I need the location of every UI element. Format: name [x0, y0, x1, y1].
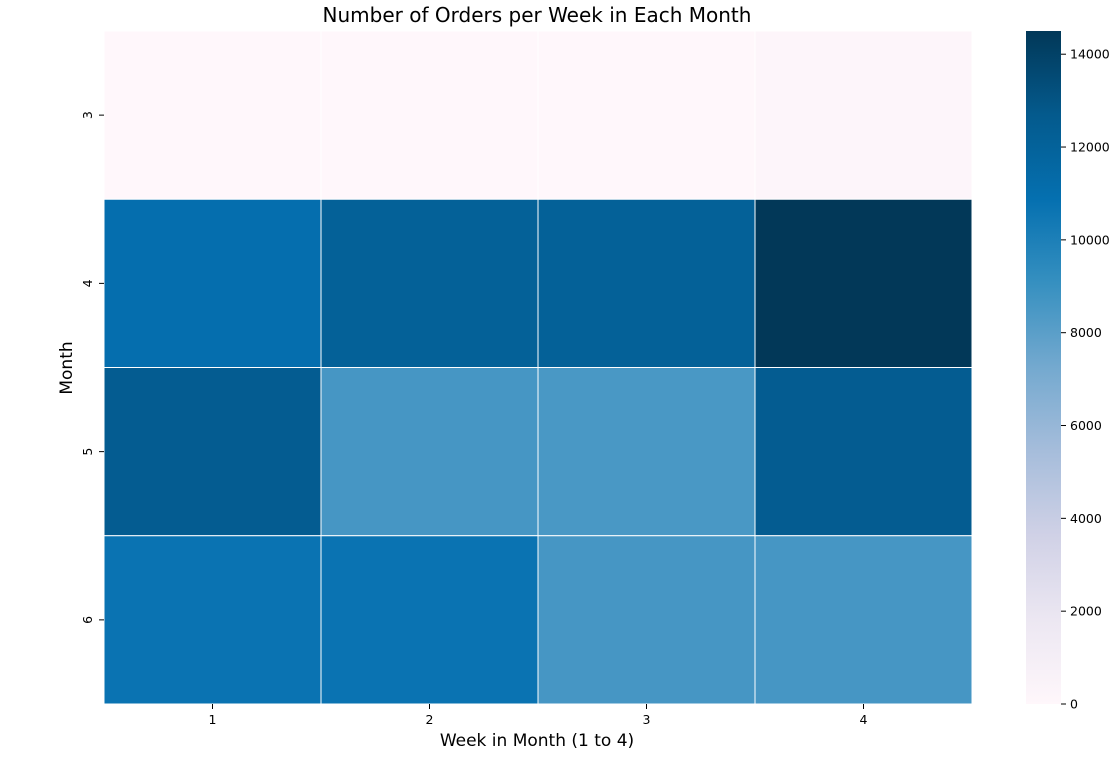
heatmap-cell — [537, 535, 756, 705]
heatmap-cell — [537, 30, 756, 200]
heatmap-cell — [754, 535, 973, 705]
heatmap-cell — [103, 367, 322, 537]
colorbar-tick-label: 4000 — [1070, 511, 1102, 526]
x-axis-label: Week in Month (1 to 4) — [440, 731, 634, 751]
colorbar-tick-label: 0 — [1070, 697, 1078, 712]
heatmap-cell — [103, 30, 322, 200]
colorbar — [1026, 31, 1061, 704]
y-tick-label: 6 — [80, 616, 95, 624]
x-tick-label: 2 — [426, 712, 434, 727]
y-axis-ticks: 3 4 5 6 — [80, 111, 104, 624]
colorbar-tick-label: 14000 — [1070, 47, 1110, 62]
heatmap-cell — [320, 367, 539, 537]
x-tick-label: 1 — [209, 712, 217, 727]
colorbar-tick-label: 2000 — [1070, 604, 1102, 619]
chart-title: Number of Orders per Week in Each Month — [323, 3, 752, 27]
colorbar-tick-label: 12000 — [1070, 140, 1110, 155]
heatmap-cell — [754, 30, 973, 200]
x-tick-label: 3 — [643, 712, 651, 727]
heatmap-cell — [103, 198, 322, 368]
heatmap-cell — [754, 198, 973, 368]
heatmap-cell — [103, 535, 322, 705]
colorbar-tick-label: 10000 — [1070, 232, 1110, 247]
x-axis-ticks: 1 2 3 4 — [209, 704, 868, 727]
y-tick-label: 5 — [80, 448, 95, 456]
colorbar-tick-label: 6000 — [1070, 418, 1102, 433]
colorbar-ticks: 0 2000 4000 6000 8000 10000 12000 14000 — [1061, 47, 1110, 712]
heatmap-cell — [320, 535, 539, 705]
y-tick-label: 4 — [80, 279, 95, 287]
heatmap-cell — [537, 198, 756, 368]
y-tick-label: 3 — [80, 111, 95, 119]
heatmap-cells — [103, 30, 973, 705]
heatmap-cell — [320, 198, 539, 368]
y-axis-label: Month — [57, 341, 77, 394]
heatmap-cell — [754, 367, 973, 537]
colorbar-tick-label: 8000 — [1070, 325, 1102, 340]
heatmap-cell — [537, 367, 756, 537]
heatmap-cell — [320, 30, 539, 200]
x-tick-label: 4 — [860, 712, 868, 727]
